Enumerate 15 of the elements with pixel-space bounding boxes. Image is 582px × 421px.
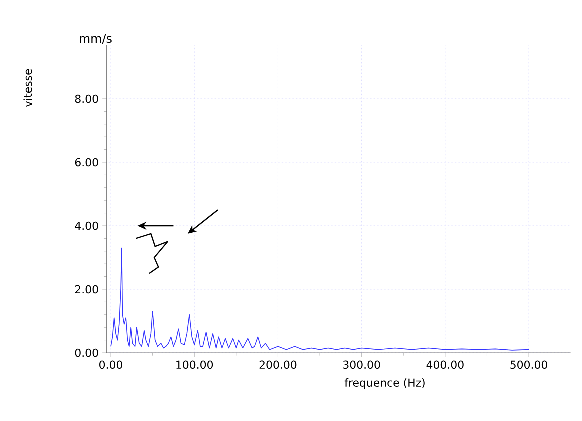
line-series <box>110 248 530 351</box>
x-tick-label: 500.00 <box>510 360 548 370</box>
x-tick-label: 200.00 <box>260 360 297 370</box>
x-tick-label: 0.00 <box>100 360 122 370</box>
x-tick-label: 300.00 <box>343 360 380 370</box>
y-tick-label: 8.00 <box>75 94 98 104</box>
y-tick-label: 4.00 <box>75 222 98 230</box>
y-tick-label: 2.00 <box>75 285 98 294</box>
x-tick-label: 400.00 <box>426 360 464 370</box>
text: mm/s <box>80 34 112 44</box>
x-axis-title: frequence (Hz) <box>344 378 425 390</box>
y-tick-label: 0.00 <box>75 348 98 358</box>
x-tick-label: 100.00 <box>176 360 214 370</box>
y-tick-label: 6.00 <box>75 158 98 167</box>
y-axis-title: vitesse <box>24 69 32 108</box>
